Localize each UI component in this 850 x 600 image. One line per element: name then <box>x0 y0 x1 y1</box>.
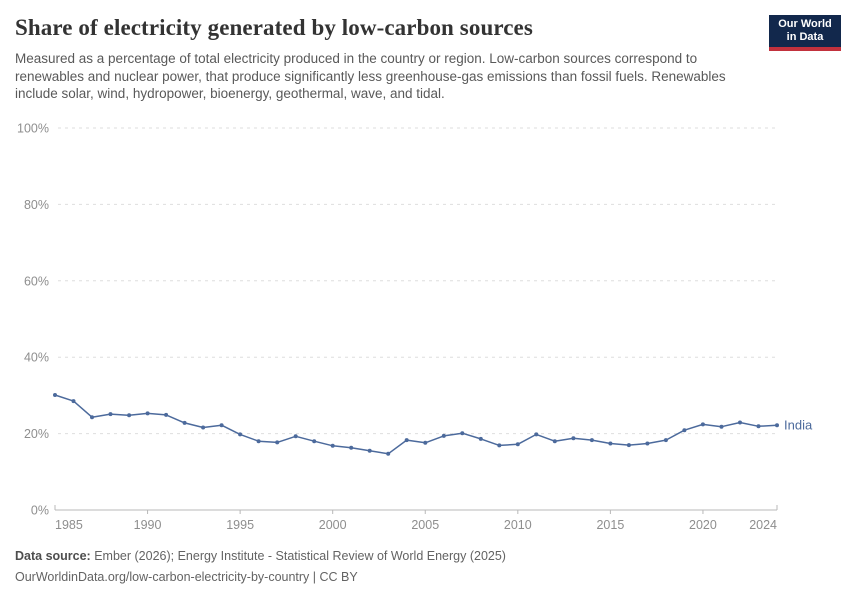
x-tick-label-2010: 2010 <box>504 518 532 532</box>
data-source-label: Data source: <box>15 549 91 563</box>
y-tick-label-60: 60% <box>24 274 49 288</box>
data-point-india-2005 <box>423 440 428 445</box>
data-point-india-2023 <box>756 424 761 429</box>
data-point-india-1998 <box>293 434 298 439</box>
x-tick-label-2024: 2024 <box>749 518 777 532</box>
x-tick-label-2015: 2015 <box>596 518 624 532</box>
url-license-line: OurWorldinData.org/low-carbon-electricit… <box>15 570 358 584</box>
page-title: Share of electricity generated by low-ca… <box>15 15 533 40</box>
data-point-india-1991 <box>164 412 169 417</box>
owid-logo-line2: in Data <box>786 31 824 43</box>
series-line-india <box>54 394 778 455</box>
data-point-india-2015 <box>608 441 613 446</box>
data-source-text: Ember (2026); Energy Institute - Statist… <box>90 549 506 563</box>
owid-logo-stripe <box>769 47 841 51</box>
x-tick-label-2005: 2005 <box>411 518 439 532</box>
x-tick-label-2000: 2000 <box>319 518 347 532</box>
line-chart-svg: 0% 20% 40% 60% 80% 100% 1985 1990 1995 2000 2005 20… <box>17 122 813 533</box>
data-point-india-2002 <box>367 448 372 453</box>
data-point-india-2013 <box>571 436 576 441</box>
y-tick-label-20: 20% <box>24 427 49 441</box>
y-tick-label-0: 0% <box>31 504 49 518</box>
data-point-india-2011 <box>534 432 539 437</box>
data-point-india-2024 <box>775 423 779 428</box>
series-label-india: India <box>784 418 813 433</box>
chart-subtitle: Measured as a percentage of total electr… <box>15 51 726 101</box>
data-point-india-1987 <box>90 415 94 420</box>
data-point-india-2014 <box>589 438 594 443</box>
line-chart: 0% 20% 40% 60% 80% 100% 1985 1990 1995 2000 2005 20… <box>0 112 850 544</box>
data-point-india-1996 <box>256 439 261 444</box>
data-point-india-2020 <box>700 422 705 427</box>
x-tick-label-1995: 1995 <box>226 518 254 532</box>
data-point-india-2022 <box>738 420 742 425</box>
data-point-india-2017 <box>645 441 650 446</box>
data-point-india-1995 <box>238 432 243 437</box>
data-point-india-2000 <box>330 443 335 448</box>
owid-logo: Our World in Data <box>769 15 841 51</box>
data-point-india-1999 <box>312 439 317 444</box>
data-point-india-1992 <box>182 420 187 425</box>
data-point-india-2010 <box>515 442 520 447</box>
data-point-india-1993 <box>201 425 206 430</box>
data-point-india-1986 <box>71 399 76 404</box>
data-source-line: Data source: Ember (2026); Energy Instit… <box>15 546 506 567</box>
data-point-india-2019 <box>682 428 687 433</box>
data-point-india-2001 <box>349 445 354 450</box>
chart-footer: Data source: Ember (2026); Energy Instit… <box>15 546 506 588</box>
data-point-india-2021 <box>719 424 724 429</box>
data-point-india-1988 <box>108 412 113 417</box>
chart-header: Share of electricity generated by low-ca… <box>15 14 760 103</box>
data-point-india-1989 <box>127 413 132 418</box>
data-point-india-1985 <box>53 393 57 397</box>
data-point-india-2007 <box>460 431 465 436</box>
data-point-india-2009 <box>497 443 502 448</box>
y-tick-label-80: 80% <box>24 198 49 212</box>
data-point-india-2018 <box>663 438 668 443</box>
data-point-india-2016 <box>626 443 631 448</box>
data-point-india-2012 <box>552 439 557 444</box>
data-point-india-2006 <box>441 433 446 438</box>
data-point-india-2003 <box>386 451 391 456</box>
y-tick-label-100: 100% <box>17 122 49 136</box>
y-tick-label-40: 40% <box>24 351 49 365</box>
data-point-india-1990 <box>145 411 150 416</box>
owid-logo-line1: Our World <box>778 18 832 30</box>
data-point-india-2008 <box>478 436 483 441</box>
x-tick-label-2020: 2020 <box>689 518 717 532</box>
x-tick-label-1990: 1990 <box>134 518 162 532</box>
data-point-india-1997 <box>275 440 280 445</box>
data-point-india-2004 <box>404 438 409 443</box>
x-tick-label-1985: 1985 <box>55 518 83 532</box>
data-point-india-1994 <box>219 423 224 428</box>
owid-logo-text: Our World in Data <box>769 15 841 47</box>
